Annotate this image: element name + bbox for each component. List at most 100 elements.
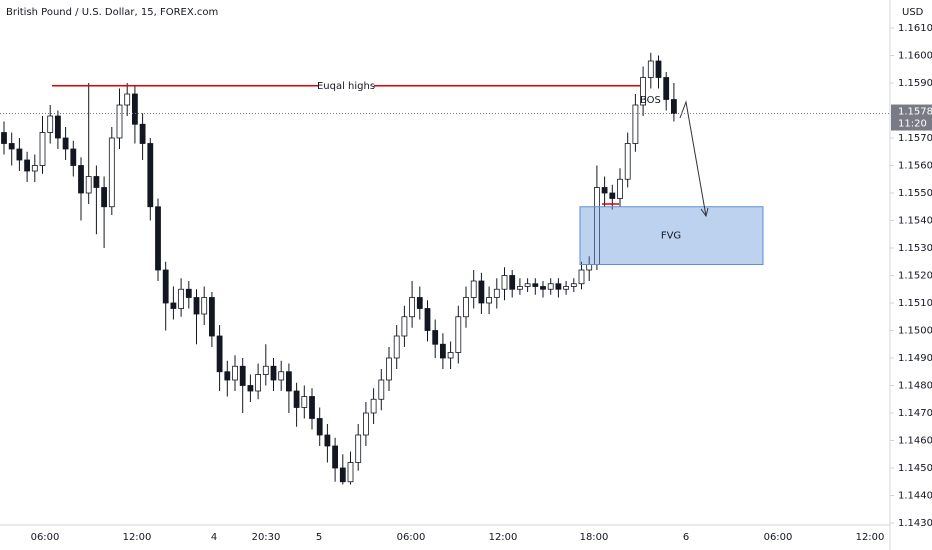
fvg-zone xyxy=(579,206,764,265)
candle-body xyxy=(247,385,254,392)
y-tick-label: 1.15400 xyxy=(898,216,932,227)
candle-body xyxy=(370,398,377,414)
candle-body xyxy=(570,283,577,287)
candle-body xyxy=(162,269,169,304)
y-tick-label: 1.14900 xyxy=(898,353,932,364)
candle-body xyxy=(255,374,262,392)
x-tick-label: 6 xyxy=(683,532,689,543)
x-tick-label: 06:00 xyxy=(764,532,793,543)
x-tick-label: 06:00 xyxy=(397,532,426,543)
candle-body xyxy=(239,365,246,386)
y-tick-label: 1.15000 xyxy=(898,326,932,337)
candle-body xyxy=(393,335,400,359)
candle-body xyxy=(447,352,454,359)
candle-body xyxy=(609,192,616,199)
candle-body xyxy=(563,286,569,290)
candle-body xyxy=(624,143,631,180)
candle-body xyxy=(224,371,231,381)
y-tick-label: 1.16000 xyxy=(898,51,932,62)
candle-body xyxy=(424,308,431,331)
candle-body xyxy=(493,288,500,298)
candle-body xyxy=(78,165,84,194)
candle-body xyxy=(540,286,546,290)
x-tick-label: 12:00 xyxy=(489,532,518,543)
candle-body xyxy=(62,137,69,150)
candle-body xyxy=(85,176,92,194)
y-tick-label: 1.15200 xyxy=(898,271,932,282)
candle-body xyxy=(270,365,277,381)
candle-body xyxy=(463,297,469,318)
candle-body xyxy=(108,137,115,208)
candle-body xyxy=(362,412,369,436)
candle-body xyxy=(386,357,392,381)
candle-body xyxy=(201,297,208,315)
y-tick-label: 1.15900 xyxy=(898,78,932,89)
y-tick-label: 1.16100 xyxy=(898,23,932,34)
candle-body xyxy=(355,434,362,463)
x-tick-label: 12:00 xyxy=(123,532,152,543)
x-tick-label: 12:00 xyxy=(856,532,885,543)
candle-body xyxy=(663,77,670,100)
candle-body xyxy=(486,297,493,304)
y-tick-label: 1.15300 xyxy=(898,243,932,254)
candle-body xyxy=(416,297,423,309)
candle-body xyxy=(555,283,562,290)
projection-arrow xyxy=(679,100,707,217)
y-tick-label: 1.14400 xyxy=(898,491,932,502)
candle-body xyxy=(124,93,131,106)
y-tick-label: 1.14600 xyxy=(898,436,932,447)
candle-body xyxy=(16,148,23,161)
candle-body xyxy=(439,343,446,359)
candle-body xyxy=(586,264,593,271)
candle-body xyxy=(193,297,200,315)
candle-body xyxy=(378,379,385,400)
candle-body xyxy=(70,148,77,166)
arrow-head xyxy=(700,207,709,218)
candle-body xyxy=(632,104,639,144)
candle-body xyxy=(332,445,339,469)
candle-body xyxy=(432,330,439,345)
bos-label: BOS xyxy=(640,95,661,106)
candle-body xyxy=(278,371,285,381)
candle-body xyxy=(101,187,107,208)
candle-body xyxy=(262,365,269,375)
candle-body xyxy=(31,165,38,172)
candle-body xyxy=(409,297,416,318)
candle-body xyxy=(470,280,477,298)
candle-body xyxy=(216,335,223,373)
candle-body xyxy=(647,60,654,78)
candle-body xyxy=(347,462,354,483)
candle-body xyxy=(208,297,215,337)
countdown-label: 11:20 xyxy=(898,119,927,130)
last-price-label: 1.15789 xyxy=(898,107,932,118)
x-tick-label: 06:00 xyxy=(31,532,60,543)
equal-highs-label: Euqal highs xyxy=(317,81,375,92)
candle-body xyxy=(617,178,623,199)
candle-body xyxy=(501,275,508,290)
candle-body xyxy=(139,123,146,144)
x-tick-label: 5 xyxy=(316,532,322,543)
x-tick-label: 18:00 xyxy=(580,532,609,543)
candle-body xyxy=(170,302,177,309)
candle-body xyxy=(532,283,539,287)
x-tick-label: 20:30 xyxy=(252,532,281,543)
candle-body xyxy=(93,176,100,188)
candle-body xyxy=(640,77,646,106)
y-tick-label: 1.14500 xyxy=(898,463,932,474)
candle-body xyxy=(285,371,292,392)
candle-body xyxy=(131,93,138,125)
candle-body xyxy=(47,115,54,133)
candle-body xyxy=(55,115,61,139)
candle-body xyxy=(478,280,485,304)
candle-body xyxy=(316,418,323,436)
candle-body xyxy=(39,132,46,166)
candle-body xyxy=(547,283,554,290)
candle-body xyxy=(8,143,15,150)
y-tick-label: 1.15100 xyxy=(898,298,932,309)
candle-body xyxy=(178,288,185,309)
candle-body xyxy=(309,396,315,419)
candle-body xyxy=(324,434,331,447)
